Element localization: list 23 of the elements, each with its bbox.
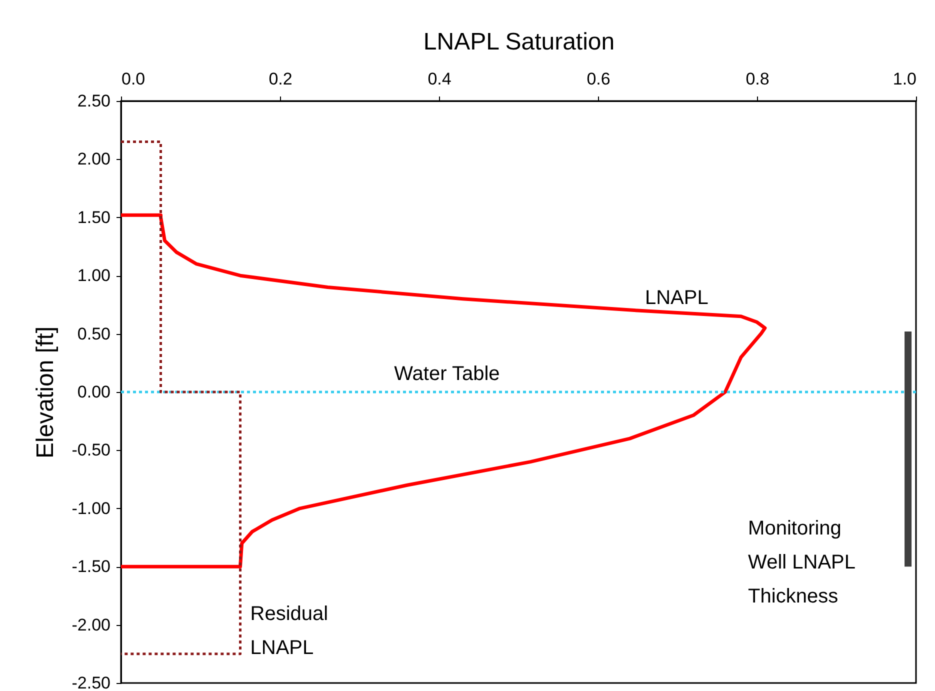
y-tick-label: 0.50 — [77, 324, 110, 344]
series-label: LNAPL — [644, 286, 708, 309]
y-axis-title: Elevation [ft] — [32, 326, 59, 459]
y-tick-label: 2.00 — [77, 150, 110, 169]
x-tick-label: 0.2 — [268, 70, 292, 88]
y-tick-label: 1.50 — [77, 208, 110, 227]
x-tick-label: 0.6 — [586, 70, 610, 88]
y-tick-label: -2.50 — [72, 674, 110, 691]
y-tick-label: -0.50 — [72, 440, 110, 460]
y-tick-label: -1.50 — [72, 557, 110, 576]
y-tick-label: 1.00 — [77, 266, 110, 286]
ref-line-label: Water Table — [394, 363, 500, 385]
x-tick-label: 1.0 — [892, 70, 916, 88]
text: Monitoring Well LNAPL Thickness — [748, 518, 856, 608]
x-tick-label: 0.8 — [746, 70, 770, 88]
x-tick-label: 0.0 — [122, 70, 146, 88]
y-tick-label: 2.50 — [77, 92, 110, 110]
x-tick-label: 0.4 — [428, 70, 452, 88]
series-label: Residual LNAPL — [250, 602, 328, 659]
y-tick-label: 0.00 — [77, 382, 110, 402]
x-axis-title: LNAPL Saturation — [423, 28, 615, 56]
y-tick-label: -1.00 — [72, 498, 110, 518]
y-tick-label: -2.00 — [72, 615, 110, 634]
